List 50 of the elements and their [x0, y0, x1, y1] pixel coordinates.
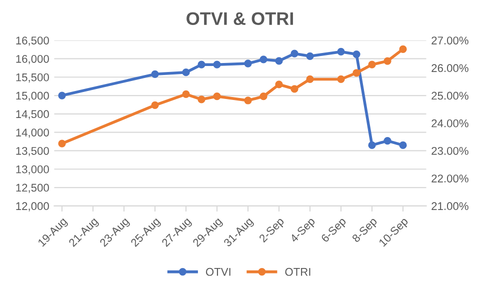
point — [151, 101, 159, 109]
point — [260, 56, 268, 64]
y2-tick-label: 26.00% — [432, 64, 468, 72]
point — [337, 48, 345, 56]
y2-tick-label: 22.00% — [432, 174, 468, 182]
point — [337, 75, 345, 84]
point — [290, 85, 298, 93]
y2-tick-label: 23.00% — [432, 146, 468, 155]
y-tick-label: 13,500 — [16, 146, 49, 156]
y-tick-label: 12,000 — [16, 202, 49, 212]
y-tick-label: 14,000 — [16, 128, 49, 138]
point — [352, 69, 360, 77]
point — [306, 75, 314, 84]
y2-tick-label: 21.00% — [432, 202, 468, 210]
y2-tick-label: 27.00% — [432, 36, 468, 44]
point — [384, 57, 392, 65]
y-tick-label: 14,500 — [16, 110, 49, 120]
y-tick-label: 15,000 — [16, 92, 49, 101]
point — [58, 140, 66, 148]
point — [244, 96, 252, 104]
point — [368, 60, 376, 68]
y-tick-label: 16,000 — [16, 54, 49, 64]
point — [244, 60, 252, 68]
y-tick-label: 13,000 — [16, 165, 49, 175]
point — [399, 45, 407, 53]
point — [182, 90, 190, 98]
point — [275, 80, 283, 88]
y2-tick-label: 25.00% — [432, 92, 468, 100]
point — [352, 50, 360, 58]
point — [290, 50, 298, 58]
point — [368, 141, 376, 150]
point — [213, 60, 221, 68]
chart-title: OTVI & OTRI — [186, 12, 293, 26]
point — [260, 92, 268, 100]
point — [399, 141, 407, 150]
point — [384, 136, 392, 145]
y-tick-label: 16,500 — [16, 36, 49, 46]
point — [275, 57, 283, 65]
point — [58, 92, 66, 100]
point — [182, 68, 190, 76]
point — [151, 70, 159, 78]
point — [306, 52, 314, 60]
point — [213, 92, 221, 100]
legend-label: OTRI — [285, 268, 310, 276]
point — [198, 96, 206, 104]
point — [198, 60, 206, 68]
y-tick-label: 12,500 — [16, 184, 49, 193]
y2-tick-label: 24.00% — [432, 119, 468, 128]
legend-label: OTVI — [206, 268, 230, 276]
y-tick-label: 15,500 — [16, 73, 49, 83]
